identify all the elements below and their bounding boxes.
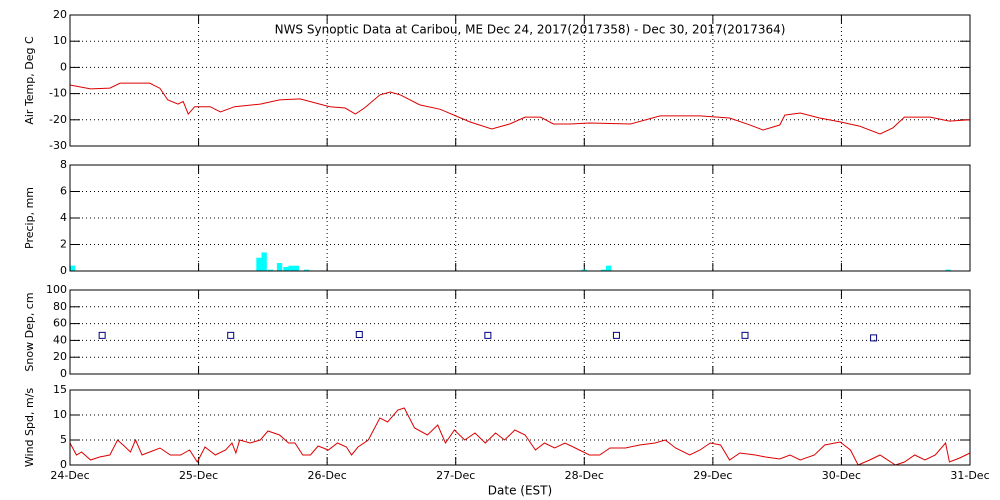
y-tick-label: 4 <box>60 211 67 224</box>
bar <box>606 265 612 271</box>
y-axis-label: Precip, mm <box>23 187 36 249</box>
x-tick-label: 31-Dec <box>950 469 989 482</box>
y-tick-label: -30 <box>49 139 67 152</box>
x-tick-label: 26-Dec <box>308 469 347 482</box>
point <box>484 331 492 339</box>
x-tick-label: 27-Dec <box>436 469 475 482</box>
bar <box>276 263 283 271</box>
x-tick-label: 28-Dec <box>565 469 604 482</box>
y-tick-label: 8 <box>60 158 67 171</box>
chart-title: NWS Synoptic Data at Caribou, ME Dec 24,… <box>275 23 786 37</box>
y-tick-label: -20 <box>49 113 67 126</box>
point <box>98 331 106 339</box>
x-tick-label: 24-Dec <box>50 469 89 482</box>
bar <box>256 257 262 271</box>
y-tick-label: 6 <box>60 185 67 198</box>
y-tick-label: 60 <box>53 317 67 330</box>
y-tick-label: 5 <box>60 433 67 446</box>
y-tick-label: 10 <box>53 408 67 421</box>
panel-frame <box>69 289 971 375</box>
x-tick-label: 30-Dec <box>822 469 861 482</box>
y-tick-label: 0 <box>60 264 67 277</box>
panel-frame <box>69 164 971 272</box>
bar <box>581 269 587 271</box>
point <box>227 331 235 339</box>
bar <box>293 265 299 271</box>
point <box>741 331 749 339</box>
panel-frame <box>69 14 971 147</box>
x-tick-label: 25-Dec <box>179 469 218 482</box>
bar <box>283 267 289 271</box>
bar <box>288 265 294 271</box>
y-tick-label: 80 <box>53 300 67 313</box>
y-axis-label: Air Temp, Deg C <box>23 36 36 125</box>
y-tick-label: 0 <box>60 60 67 73</box>
bar <box>600 269 607 271</box>
y-tick-label: 10 <box>53 34 67 47</box>
line <box>69 82 971 135</box>
y-tick-label: 0 <box>60 367 67 380</box>
y-tick-label: 15 <box>53 383 67 396</box>
y-tick-label: 0 <box>60 458 67 471</box>
bar <box>69 265 76 271</box>
bar <box>303 269 310 271</box>
y-axis-label: Snow Dep, cm <box>23 292 36 371</box>
point <box>870 334 878 342</box>
x-tick-label: 29-Dec <box>693 469 732 482</box>
y-tick-label: 100 <box>46 283 67 296</box>
point <box>355 331 363 339</box>
x-axis-label: Date (EST) <box>488 484 552 498</box>
y-tick-label: 20 <box>53 8 67 21</box>
bar <box>945 269 951 271</box>
y-tick-label: 2 <box>60 238 67 251</box>
y-tick-label: 20 <box>53 350 67 363</box>
y-tick-label: -10 <box>49 87 67 100</box>
line <box>69 407 971 466</box>
panel-frame <box>69 389 971 466</box>
bar <box>261 252 267 271</box>
bar <box>267 269 274 271</box>
y-axis-label: Wind Spd, m/s <box>23 388 36 468</box>
point <box>612 331 620 339</box>
y-tick-label: 40 <box>53 333 67 346</box>
